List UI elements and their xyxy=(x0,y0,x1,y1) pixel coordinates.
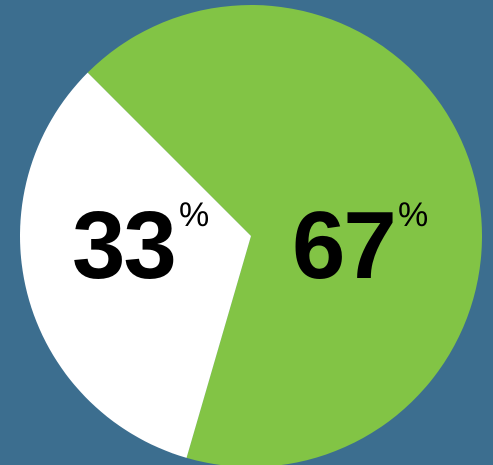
pie-slices xyxy=(20,5,482,465)
pie-slice-33 xyxy=(20,72,251,458)
pie-slice-67 xyxy=(87,5,482,465)
slice-unit-33: % xyxy=(179,196,209,234)
slice-value-67: 67 xyxy=(292,192,395,299)
slice-label-67: 67 % xyxy=(292,192,428,299)
slice-unit-67: % xyxy=(398,196,428,234)
slice-value-33: 33 xyxy=(72,192,175,299)
slice-label-33: 33 % xyxy=(72,192,209,299)
